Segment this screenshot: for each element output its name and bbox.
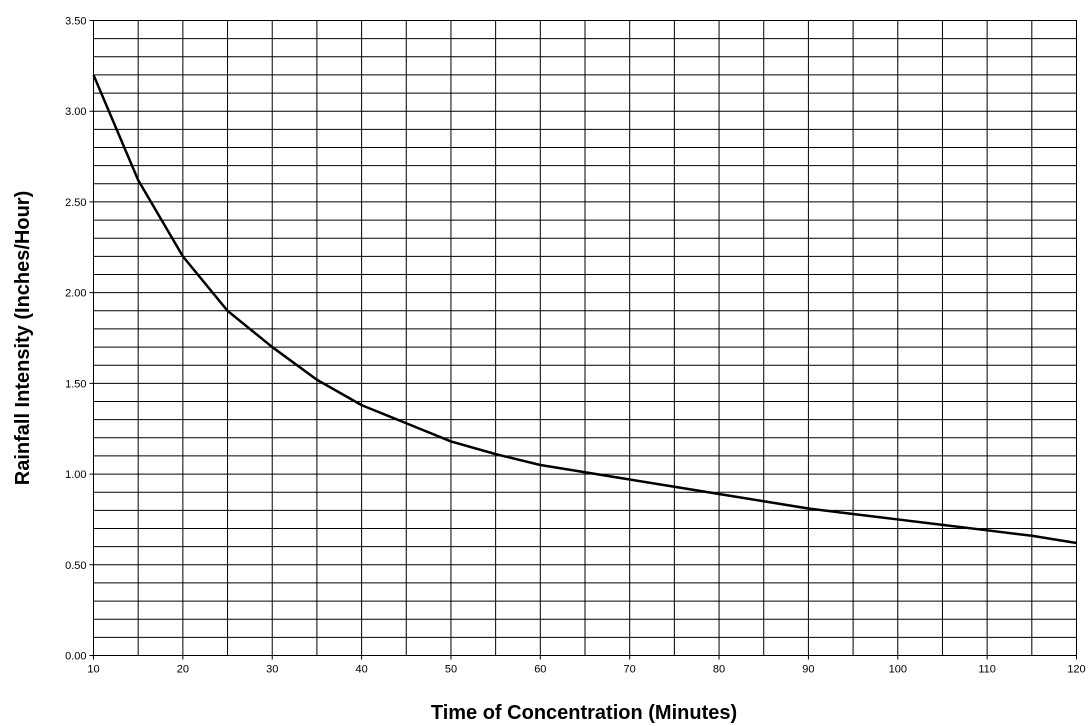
y-tick-label: 0.50 [65, 560, 86, 572]
x-tick-label: 40 [355, 664, 367, 676]
plot-frame [93, 20, 1077, 656]
x-tick-label: 110 [978, 664, 996, 676]
y-tick-label: 2.00 [65, 288, 86, 300]
x-tick-label: 60 [534, 664, 546, 676]
x-tick-label: 90 [802, 664, 814, 676]
y-tick-label: 1.00 [65, 469, 86, 481]
y-tick-label: 0.00 [65, 651, 86, 663]
x-axis-title: Time of Concentration (Minutes) [431, 702, 737, 724]
x-tick-label: 100 [889, 664, 907, 676]
x-tick-label: 50 [445, 664, 457, 676]
x-tick-label: 70 [624, 664, 636, 676]
y-tick-label: 1.50 [65, 378, 86, 390]
y-axis-title: Rainfall Intensity (Inches/Hour) [12, 191, 34, 485]
x-tick-label: 20 [177, 664, 189, 676]
y-tick-label: 3.00 [65, 106, 86, 118]
y-tick-label: 2.50 [65, 197, 86, 209]
x-tick-label: 30 [266, 664, 278, 676]
x-tick-label: 120 [1067, 664, 1085, 676]
x-tick-label: 80 [713, 664, 725, 676]
x-tick-label: 10 [87, 664, 99, 676]
y-tick-label: 3.50 [65, 16, 86, 28]
line-series [92, 74, 1077, 545]
